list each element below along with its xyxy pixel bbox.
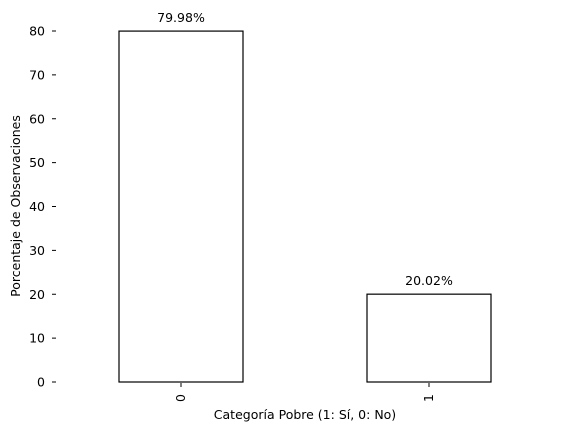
bar-value-label: 79.98% <box>157 10 205 25</box>
y-axis-title: Porcentaje de Observaciones <box>8 115 23 297</box>
y-tick-label: 70 <box>29 67 45 82</box>
y-tick-label: 80 <box>29 24 45 39</box>
x-tick-label: 0 <box>173 394 188 402</box>
bar-0 <box>118 30 244 383</box>
bar-value-label: 20.02% <box>405 273 453 288</box>
y-tick-label: 20 <box>29 287 45 302</box>
y-tick-label: 60 <box>29 111 45 126</box>
bars <box>118 30 492 383</box>
bar-1 <box>366 293 492 383</box>
bar-data-labels: 79.98% 20.02% <box>157 10 453 288</box>
y-tick-label: 40 <box>29 199 45 214</box>
x-tick-label: 1 <box>421 394 436 402</box>
y-tick-label: 30 <box>29 243 45 258</box>
x-axis-title: Categoría Pobre (1: Sí, 0: No) <box>214 407 396 422</box>
y-tick-label: 10 <box>29 331 45 346</box>
y-tick-label: 0 <box>37 375 45 390</box>
y-axis: 0 10 20 30 40 50 60 70 80 <box>29 24 56 390</box>
y-tick-label: 50 <box>29 155 45 170</box>
